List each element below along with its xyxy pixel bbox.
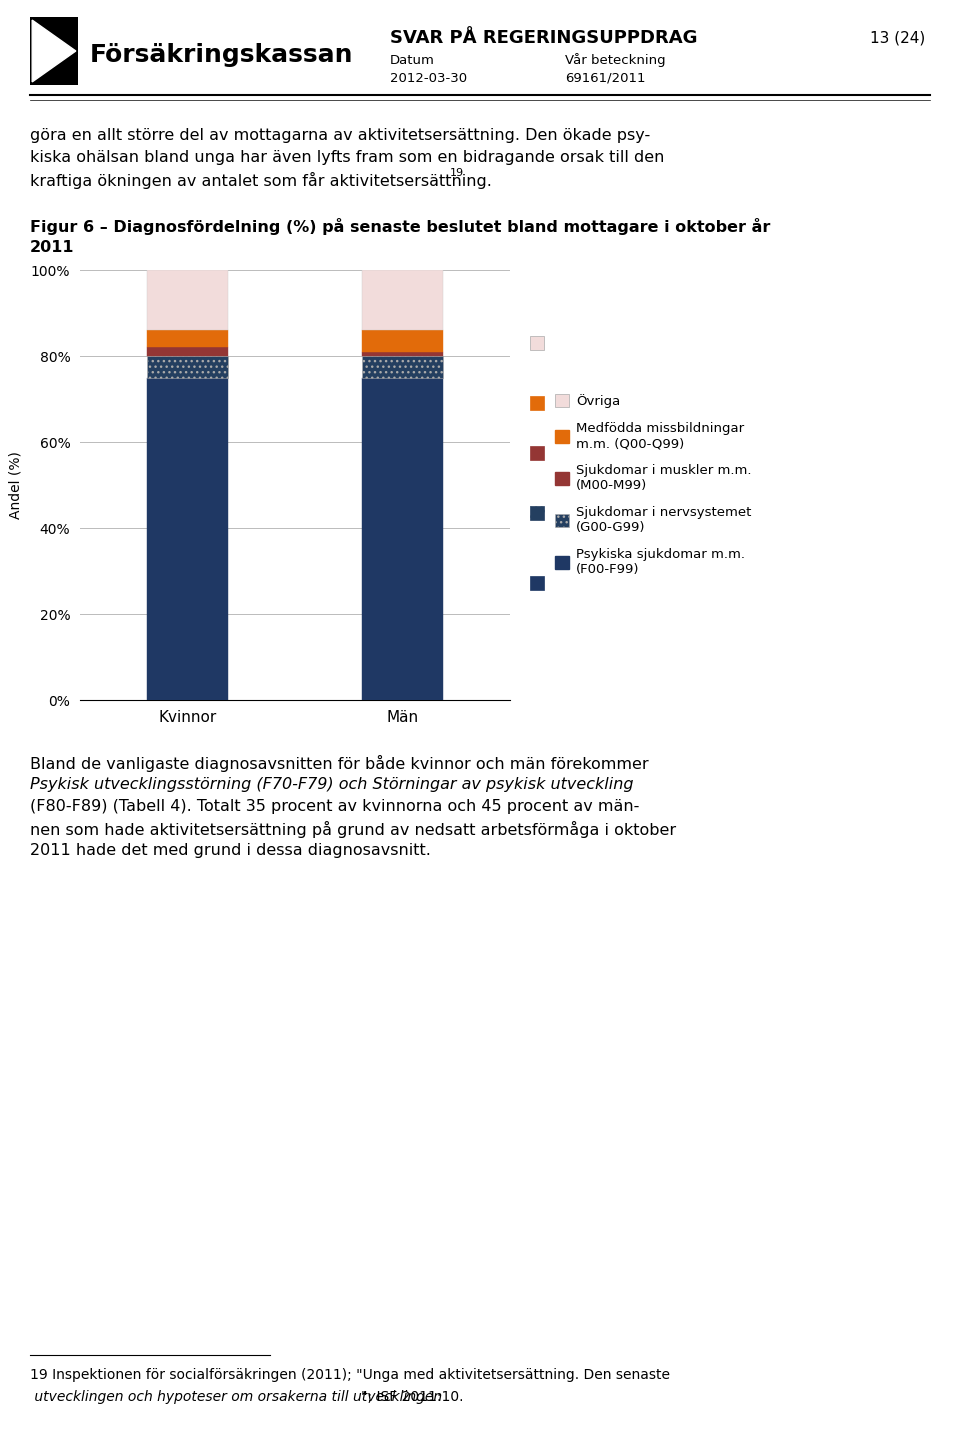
Text: Figur 6 – Diagnosfördelning (%) på senaste beslutet bland mottagare i oktober år: Figur 6 – Diagnosfördelning (%) på senas… (30, 217, 770, 235)
Bar (362, 271, 444, 330)
Text: Psykisk utvecklingsstörning (F70-F79) och Störningar av psykisk utveckling: Psykisk utvecklingsstörning (F70-F79) oc… (30, 778, 634, 792)
Text: Bland de vanligaste diagnosavsnitten för både kvinnor och män förekommer: Bland de vanligaste diagnosavsnitten för… (30, 755, 649, 772)
Bar (362, 356, 444, 377)
Text: (F80-F89) (Tabell 4). Totalt 35 procent av kvinnorna och 45 procent av män-: (F80-F89) (Tabell 4). Totalt 35 procent … (30, 799, 639, 814)
Polygon shape (33, 20, 76, 82)
Text: 19: 19 (450, 168, 464, 179)
Bar (147, 347, 228, 356)
Text: 2011 hade det med grund i dessa diagnosavsnitt.: 2011 hade det med grund i dessa diagnosa… (30, 842, 431, 858)
Text: 2011: 2011 (30, 240, 75, 255)
Y-axis label: Andel (%): Andel (%) (9, 451, 22, 518)
Bar (362, 351, 444, 356)
Text: 2012-03-30: 2012-03-30 (390, 72, 468, 85)
Text: Försäkringskassan: Försäkringskassan (90, 43, 353, 68)
Text: utvecklingen och hypoteser om orsakerna till utvecklingen: utvecklingen och hypoteser om orsakerna … (30, 1390, 443, 1404)
Text: 13 (24): 13 (24) (870, 30, 925, 46)
Text: "; ISF 2011:10.: "; ISF 2011:10. (361, 1390, 463, 1404)
Text: Datum: Datum (390, 53, 435, 66)
Bar (362, 377, 444, 700)
Bar (362, 330, 444, 351)
Text: SVAR PÅ REGERINGSUPPDRAG: SVAR PÅ REGERINGSUPPDRAG (390, 29, 698, 48)
Text: 69161/2011: 69161/2011 (565, 72, 645, 85)
Bar (147, 356, 228, 377)
Text: nen som hade aktivitetsersättning på grund av nedsatt arbetsförmåga i oktober: nen som hade aktivitetsersättning på gru… (30, 821, 676, 838)
Bar (147, 377, 228, 700)
Text: kiska ohälsan bland unga har även lyfts fram som en bidragande orsak till den: kiska ohälsan bland unga har även lyfts … (30, 150, 664, 166)
Text: göra en allt större del av mottagarna av aktivitetsersättning. Den ökade psy-: göra en allt större del av mottagarna av… (30, 128, 650, 143)
Bar (147, 271, 228, 330)
Legend: Övriga, Medfödda missbildningar
m.m. (Q00-Q99), Sjukdomar i muskler m.m.
(M00-M9: Övriga, Medfödda missbildningar m.m. (Q0… (551, 390, 756, 580)
Bar (147, 330, 228, 347)
Text: 19 Inspektionen för socialförsäkringen (2011); "Unga med aktivitetsersättning. D: 19 Inspektionen för socialförsäkringen (… (30, 1368, 670, 1382)
Text: kraftiga ökningen av antalet som får aktivitetsersättning.: kraftiga ökningen av antalet som får akt… (30, 171, 492, 189)
Text: Vår beteckning: Vår beteckning (565, 53, 665, 68)
